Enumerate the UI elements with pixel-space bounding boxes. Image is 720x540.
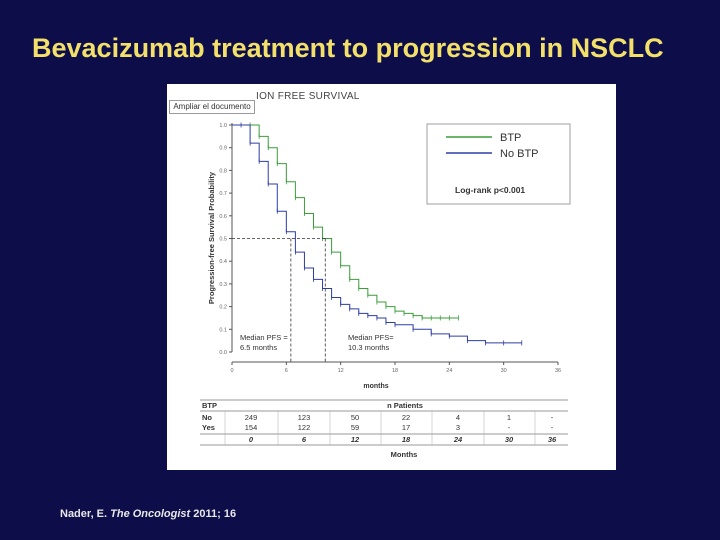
table-row-label: No [202,413,212,422]
slide-title: Bevacizumab treatment to progression in … [32,33,664,63]
table-cell: 249 [245,413,258,422]
median-pfs-annotation: 10.3 months [348,343,390,352]
table-cell: 122 [298,423,311,432]
y-tick-label: 0.5 [219,237,227,243]
table-time-label: 36 [548,435,557,444]
table-time-label: 6 [302,435,307,444]
y-tick-label: 0.3 [219,282,227,288]
x-tick-label: 12 [338,368,344,374]
curve-no-btp [232,124,522,344]
y-tick-label: 0.1 [219,327,227,333]
y-tick-label: 0.7 [219,191,227,197]
table-cell: - [551,413,554,422]
citation-volume: 2011; 16 [190,508,237,520]
table-cell: - [508,423,511,432]
table-header-patients: n Patients [387,401,423,410]
tooltip: Ampliar el documento [169,100,255,114]
figure-title: ION FREE SURVIVAL [256,91,360,102]
table-cell: 1 [507,413,511,422]
table-cell: 17 [402,423,410,432]
logrank-note: Log-rank p<0.001 [455,185,525,195]
y-tick-label: 0.4 [219,259,227,265]
citation-author: Nader, E. [60,508,111,520]
median-pfs-annotation: Median PFS = [240,333,288,342]
y-tick-label: 0.6 [219,214,227,220]
y-tick-label: 0.2 [219,305,227,311]
legend-entry: BTP [500,132,521,144]
y-tick-label: 1.0 [219,123,227,129]
x-tick-label: 30 [501,368,507,374]
table-time-label: 18 [402,435,411,444]
median-pfs-annotation: Median PFS= [348,333,394,342]
y-tick-label: 0.8 [219,168,227,174]
legend-entry: No BTP [500,148,539,160]
x-tick-label: 0 [230,368,233,374]
y-tick-label: 0.9 [219,146,227,152]
table-header-btp: BTP [202,401,217,410]
table-cell: 3 [456,423,460,432]
table-cell: - [551,423,554,432]
x-tick-label: 24 [446,368,452,374]
y-tick-label: 0.0 [219,350,227,356]
table-cell: 4 [456,413,460,422]
table-time-label: 12 [351,435,360,444]
y-axis-label: Progression-free Survival Probability [207,171,216,304]
table-time-label: 0 [249,435,254,444]
x-axis-label: months [363,383,388,390]
table-cell: 22 [402,413,410,422]
median-pfs-annotation: 6.5 months [240,343,277,352]
table-row-label: Yes [202,423,215,432]
x-tick-label: 36 [555,368,561,374]
table-cell: 59 [351,423,359,432]
curve-btp [232,124,459,319]
table-cell: 154 [245,423,258,432]
table-time-label: 30 [505,435,514,444]
table-footer: Months [391,450,418,459]
x-tick-label: 18 [392,368,398,374]
table-time-label: 24 [453,435,463,444]
table-cell: 50 [351,413,359,422]
table-cell: 123 [298,413,311,422]
citation-journal: The Oncologist [110,508,191,520]
citation: Nader, E. The Oncologist 2011; 16 [60,508,236,520]
x-tick-label: 6 [285,368,288,374]
